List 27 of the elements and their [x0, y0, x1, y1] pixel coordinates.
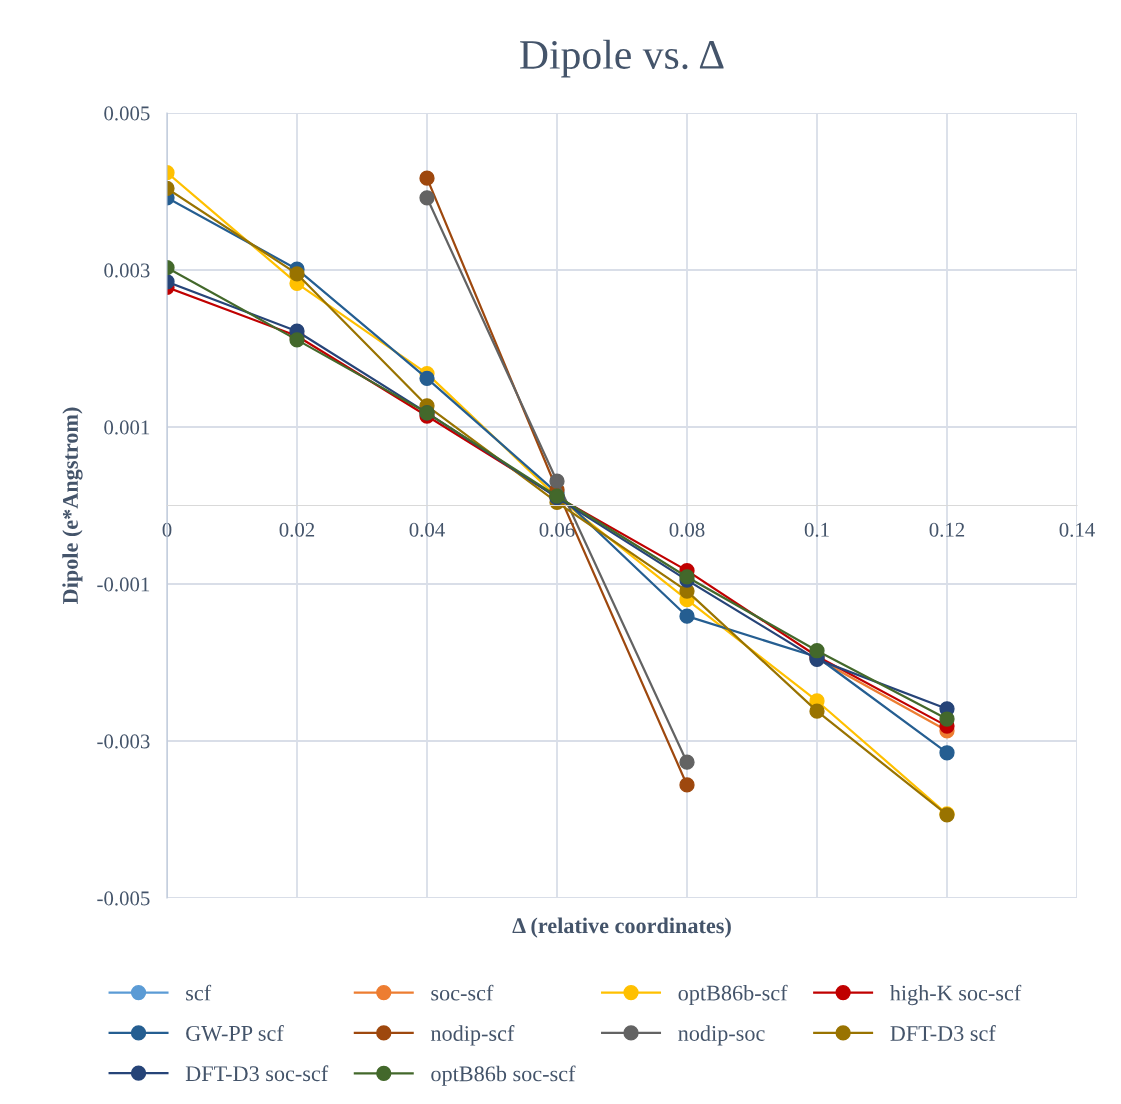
- legend-label: optB86b-scf: [678, 984, 788, 1006]
- y-axis-title: Dipole (e*Angstrom): [62, 407, 83, 604]
- legend-label: DFT-D3 scf: [890, 1025, 996, 1041]
- x-tick-label: 0.08: [669, 522, 705, 537]
- legend-label: nodip-soc: [678, 1025, 765, 1046]
- x-tick-label: 0.12: [929, 522, 965, 537]
- x-tick-label: 0: [162, 522, 172, 537]
- legend-label: GW-PP scf: [186, 1025, 284, 1041]
- y-tick-label: 0.001: [104, 420, 150, 435]
- x-tick-label: 0.14: [1059, 522, 1095, 537]
- y-tick-label: -0.003: [97, 734, 150, 749]
- x-tick-label: 0.06: [539, 522, 575, 537]
- y-tick-label: -0.001: [97, 577, 150, 592]
- x-tick-label: 0.02: [279, 522, 315, 537]
- legend-label: optB86b soc-scf: [431, 1065, 576, 1086]
- legend-label: nodip-scf: [430, 1025, 515, 1046]
- y-tick-label: 0.005: [104, 106, 150, 121]
- legend-label: scf: [186, 984, 212, 1001]
- x-tick-label: 0.04: [409, 522, 445, 537]
- legend-label: soc-scf: [431, 984, 494, 1001]
- y-tick-label: -0.005: [97, 891, 150, 906]
- chart-title: Dipole vs. Δ: [520, 39, 724, 78]
- y-tick-label: 0.003: [104, 263, 150, 278]
- legend-label: DFT-D3 soc-scf: [185, 1065, 329, 1082]
- legend-label: high-K soc-scf: [890, 984, 1022, 1006]
- x-axis-title: Δ (relative coordinates): [512, 917, 731, 938]
- x-tick-label: 0.1: [804, 522, 829, 537]
